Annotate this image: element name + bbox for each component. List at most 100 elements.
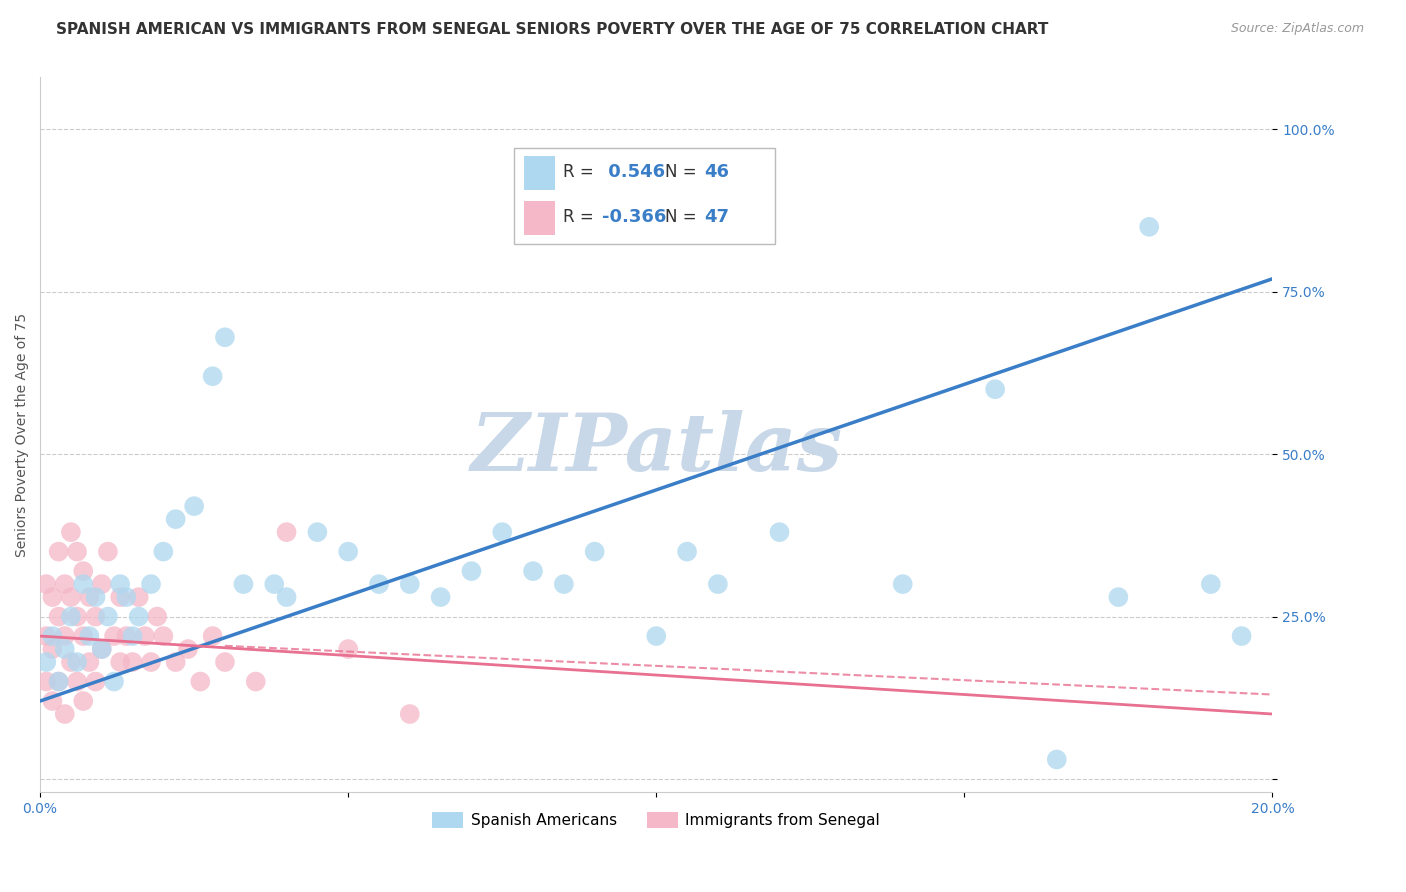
Point — [53, 577, 76, 591]
Point — [53, 706, 76, 721]
Point — [645, 629, 668, 643]
Point — [103, 629, 125, 643]
Point — [66, 655, 89, 669]
Text: 47: 47 — [704, 209, 730, 227]
Point — [121, 655, 143, 669]
Point — [35, 674, 58, 689]
Point — [398, 706, 420, 721]
Point — [41, 694, 63, 708]
Point — [276, 525, 298, 540]
Point — [128, 590, 150, 604]
Point — [108, 577, 131, 591]
Point — [90, 577, 112, 591]
Point — [152, 629, 174, 643]
Point — [232, 577, 254, 591]
Point — [35, 629, 58, 643]
Point — [115, 629, 138, 643]
Point — [134, 629, 156, 643]
Point — [214, 330, 236, 344]
Point — [139, 655, 162, 669]
Point — [146, 609, 169, 624]
Point — [41, 629, 63, 643]
Text: R =: R = — [564, 163, 599, 181]
Point — [59, 590, 82, 604]
Point — [139, 577, 162, 591]
Point — [53, 642, 76, 657]
Text: R =: R = — [564, 209, 599, 227]
Text: ZIPatlas: ZIPatlas — [470, 410, 842, 488]
Text: -0.366: -0.366 — [602, 209, 666, 227]
Y-axis label: Seniors Poverty Over the Age of 75: Seniors Poverty Over the Age of 75 — [15, 312, 30, 557]
Point — [768, 525, 790, 540]
Point — [121, 629, 143, 643]
Point — [66, 544, 89, 558]
Point — [553, 577, 575, 591]
Point — [115, 590, 138, 604]
Point — [53, 629, 76, 643]
Point — [97, 544, 120, 558]
Point — [59, 609, 82, 624]
Point — [84, 590, 107, 604]
Point — [1230, 629, 1253, 643]
Point — [41, 590, 63, 604]
Point — [183, 499, 205, 513]
Point — [583, 544, 606, 558]
Point — [460, 564, 482, 578]
Point — [276, 590, 298, 604]
Point — [72, 577, 94, 591]
Point — [59, 525, 82, 540]
Text: N =: N = — [665, 163, 702, 181]
Point — [429, 590, 451, 604]
Point — [891, 577, 914, 591]
Point — [398, 577, 420, 591]
Point — [79, 629, 101, 643]
Point — [188, 674, 211, 689]
Point — [201, 629, 224, 643]
Bar — [524, 156, 555, 190]
Point — [491, 525, 513, 540]
Point — [72, 694, 94, 708]
Point — [1199, 577, 1222, 591]
Text: Source: ZipAtlas.com: Source: ZipAtlas.com — [1230, 22, 1364, 36]
Point — [72, 564, 94, 578]
Point — [35, 577, 58, 591]
Point — [1046, 752, 1069, 766]
Text: 0.546: 0.546 — [602, 163, 665, 181]
Point — [48, 674, 70, 689]
Point — [214, 655, 236, 669]
Point — [165, 512, 187, 526]
Point — [79, 655, 101, 669]
Point — [108, 655, 131, 669]
Point — [368, 577, 391, 591]
Bar — [524, 201, 555, 235]
Text: SPANISH AMERICAN VS IMMIGRANTS FROM SENEGAL SENIORS POVERTY OVER THE AGE OF 75 C: SPANISH AMERICAN VS IMMIGRANTS FROM SENE… — [56, 22, 1049, 37]
Point — [128, 609, 150, 624]
Point — [48, 544, 70, 558]
Point — [676, 544, 699, 558]
Point — [337, 544, 360, 558]
Point — [90, 642, 112, 657]
Point — [108, 590, 131, 604]
Point — [84, 674, 107, 689]
Point — [152, 544, 174, 558]
Point — [522, 564, 544, 578]
Legend: Spanish Americans, Immigrants from Senegal: Spanish Americans, Immigrants from Seneg… — [426, 806, 886, 834]
Point — [177, 642, 200, 657]
Point — [984, 382, 1007, 396]
Text: 46: 46 — [704, 163, 730, 181]
Point — [48, 609, 70, 624]
Point — [103, 674, 125, 689]
FancyBboxPatch shape — [513, 148, 775, 244]
Point — [79, 590, 101, 604]
Point — [707, 577, 730, 591]
Point — [165, 655, 187, 669]
Point — [307, 525, 329, 540]
Point — [66, 674, 89, 689]
Point — [66, 609, 89, 624]
Point — [97, 609, 120, 624]
Point — [72, 629, 94, 643]
Point — [1107, 590, 1129, 604]
Text: N =: N = — [665, 209, 702, 227]
Point — [337, 642, 360, 657]
Point — [245, 674, 267, 689]
